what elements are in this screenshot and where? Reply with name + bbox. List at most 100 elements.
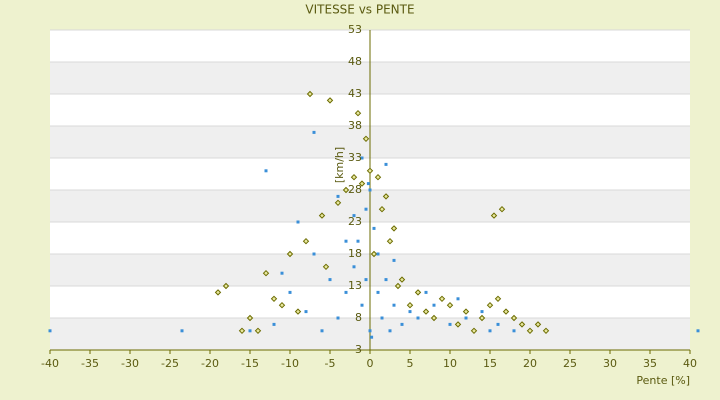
y-tick-label: 8 xyxy=(355,311,362,324)
point xyxy=(366,182,370,186)
point xyxy=(370,250,378,258)
point xyxy=(358,180,366,187)
point xyxy=(408,310,412,314)
point xyxy=(376,290,380,294)
point xyxy=(354,109,362,117)
point xyxy=(406,301,414,309)
point xyxy=(398,276,406,283)
point xyxy=(454,321,462,328)
x-tick-label: 40 xyxy=(683,357,697,370)
point xyxy=(462,308,470,315)
point xyxy=(512,329,516,333)
point xyxy=(446,301,454,309)
point xyxy=(386,237,394,245)
point xyxy=(374,173,382,181)
point xyxy=(380,316,384,320)
x-tick-label: 0 xyxy=(367,357,374,370)
point xyxy=(390,225,398,232)
point xyxy=(328,278,332,282)
point xyxy=(320,329,324,333)
point xyxy=(368,329,372,333)
point xyxy=(222,282,230,290)
point xyxy=(350,173,358,181)
point xyxy=(270,295,278,303)
x-tick-label: -5 xyxy=(325,357,336,370)
point xyxy=(336,316,340,320)
point xyxy=(336,194,340,198)
point xyxy=(246,314,254,322)
point xyxy=(510,314,518,322)
x-tick-label: -30 xyxy=(121,357,139,370)
point xyxy=(360,303,364,307)
x-axis-title: Pente [%] xyxy=(636,374,690,387)
point xyxy=(496,322,500,326)
point xyxy=(372,226,376,230)
point xyxy=(416,316,420,320)
x-tick-label: -15 xyxy=(241,357,259,370)
point xyxy=(334,199,342,207)
point xyxy=(490,212,498,219)
point xyxy=(480,310,484,314)
x-tick-label: -10 xyxy=(281,357,299,370)
point xyxy=(494,295,502,303)
point xyxy=(448,322,452,326)
point xyxy=(478,314,486,322)
point xyxy=(364,207,368,211)
point xyxy=(280,271,284,275)
point xyxy=(470,327,478,335)
point xyxy=(272,322,276,326)
x-tick-label: 15 xyxy=(483,357,497,370)
y-tick-label: 28 xyxy=(348,183,362,196)
point xyxy=(382,193,390,200)
chart-title: VITESSE vs PENTE xyxy=(305,3,414,17)
x-tick-label: 35 xyxy=(643,357,657,370)
point xyxy=(384,278,388,282)
point xyxy=(430,314,438,322)
point xyxy=(326,97,334,104)
point xyxy=(464,316,468,320)
point xyxy=(302,237,310,245)
x-tick-label: 30 xyxy=(603,357,617,370)
point xyxy=(214,289,222,296)
point xyxy=(344,239,348,243)
point xyxy=(378,205,386,213)
x-tick-label: -40 xyxy=(41,357,59,370)
point xyxy=(286,250,294,258)
point xyxy=(422,308,430,315)
point xyxy=(360,156,364,160)
point xyxy=(456,297,460,301)
point xyxy=(294,308,302,315)
y-tick-label: 38 xyxy=(348,119,362,132)
x-tick-label: 10 xyxy=(443,357,457,370)
point xyxy=(318,212,326,219)
y-tick-label: 23 xyxy=(348,215,362,228)
point xyxy=(312,130,316,134)
point xyxy=(264,169,268,173)
point xyxy=(254,327,262,335)
point xyxy=(352,214,356,218)
point xyxy=(248,329,252,333)
point xyxy=(304,310,308,314)
x-tick-label: 25 xyxy=(563,357,577,370)
point xyxy=(322,263,330,271)
y-tick-label: 33 xyxy=(348,151,362,164)
point xyxy=(352,265,356,269)
point xyxy=(696,329,700,333)
point xyxy=(414,289,422,296)
point xyxy=(384,162,388,166)
point xyxy=(364,278,368,282)
point xyxy=(376,252,380,256)
point xyxy=(370,335,374,339)
y-tick-label: 43 xyxy=(348,87,362,100)
point xyxy=(486,301,494,309)
point xyxy=(262,269,270,277)
y-tick-label: 13 xyxy=(348,279,362,292)
point xyxy=(180,329,184,333)
point xyxy=(306,90,314,98)
point xyxy=(394,282,402,290)
point xyxy=(366,167,374,175)
point xyxy=(400,322,404,326)
point xyxy=(356,239,360,243)
point xyxy=(288,290,292,294)
